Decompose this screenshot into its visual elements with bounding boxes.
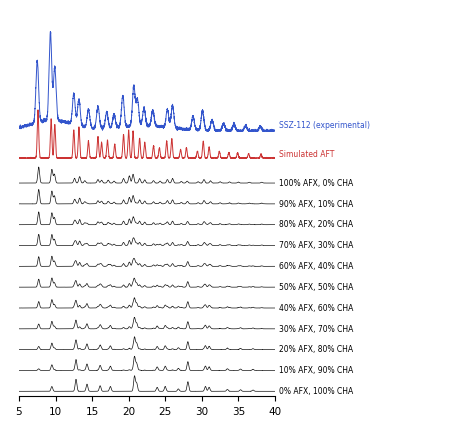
Text: 60% AFX, 40% CHA: 60% AFX, 40% CHA <box>279 262 353 271</box>
Text: 0% AFX, 100% CHA: 0% AFX, 100% CHA <box>279 386 353 395</box>
Text: 30% AFX, 70% CHA: 30% AFX, 70% CHA <box>279 324 353 333</box>
Text: 20% AFX, 80% CHA: 20% AFX, 80% CHA <box>279 345 353 354</box>
Text: 90% AFX, 10% CHA: 90% AFX, 10% CHA <box>279 199 353 208</box>
Text: 80% AFX, 20% CHA: 80% AFX, 20% CHA <box>279 220 353 229</box>
Text: 10% AFX, 90% CHA: 10% AFX, 90% CHA <box>279 366 353 374</box>
Text: 50% AFX, 50% CHA: 50% AFX, 50% CHA <box>279 282 353 291</box>
Text: 100% AFX, 0% CHA: 100% AFX, 0% CHA <box>279 178 353 187</box>
Text: 70% AFX, 30% CHA: 70% AFX, 30% CHA <box>279 241 353 250</box>
Text: 40% AFX, 60% CHA: 40% AFX, 60% CHA <box>279 303 353 312</box>
Text: Simulated AFT: Simulated AFT <box>279 150 334 158</box>
Text: SSZ-112 (experimental): SSZ-112 (experimental) <box>279 121 370 130</box>
